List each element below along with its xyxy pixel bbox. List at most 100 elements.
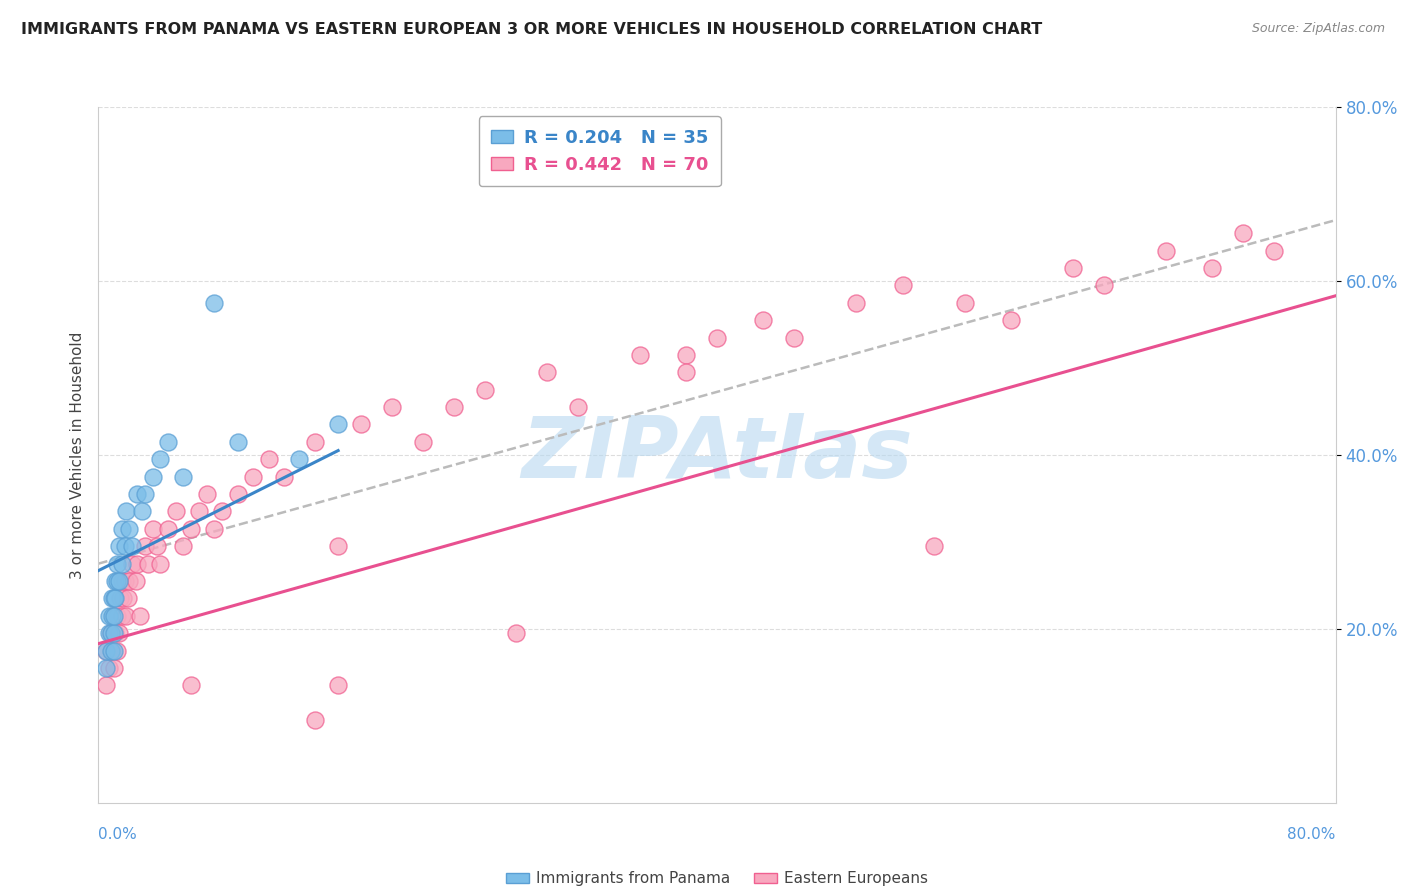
Point	[752, 313, 775, 327]
Point	[675, 365, 697, 379]
Point	[180, 522, 202, 536]
Point	[111, 557, 132, 571]
Y-axis label: 3 or more Vehicles in Household: 3 or more Vehicles in Household	[69, 331, 84, 579]
Point	[188, 504, 211, 518]
Point	[242, 469, 264, 483]
Point	[157, 522, 180, 536]
Point	[628, 348, 651, 362]
Point	[922, 539, 945, 553]
Point	[104, 574, 127, 588]
Point	[304, 713, 326, 727]
Point	[675, 348, 697, 362]
Point	[195, 487, 218, 501]
Point	[121, 557, 143, 571]
Point	[891, 278, 914, 293]
Point	[536, 365, 558, 379]
Point	[131, 504, 153, 518]
Point	[1201, 260, 1223, 275]
Point	[288, 452, 311, 467]
Text: Source: ZipAtlas.com: Source: ZipAtlas.com	[1251, 22, 1385, 36]
Point	[118, 522, 141, 536]
Point	[1154, 244, 1177, 258]
Point	[412, 434, 434, 449]
Point	[100, 626, 122, 640]
Point	[101, 591, 124, 606]
Point	[273, 469, 295, 483]
Point	[127, 557, 149, 571]
Point	[103, 643, 125, 657]
Point	[111, 608, 132, 623]
Legend: Immigrants from Panama, Eastern Europeans: Immigrants from Panama, Eastern European…	[499, 865, 935, 892]
Point	[381, 400, 404, 414]
Point	[100, 643, 122, 657]
Point	[98, 661, 121, 675]
Point	[350, 417, 373, 432]
Point	[98, 626, 121, 640]
Point	[96, 643, 118, 657]
Point	[1232, 226, 1254, 240]
Point	[121, 539, 143, 553]
Point	[104, 591, 127, 606]
Point	[783, 330, 806, 344]
Point	[165, 504, 187, 518]
Point	[443, 400, 465, 414]
Point	[105, 557, 128, 571]
Point	[149, 452, 172, 467]
Point	[1263, 244, 1285, 258]
Point	[127, 487, 149, 501]
Point	[172, 469, 194, 483]
Point	[157, 434, 180, 449]
Point	[114, 574, 136, 588]
Text: 80.0%: 80.0%	[1288, 827, 1336, 841]
Point	[141, 469, 165, 483]
Point	[111, 522, 132, 536]
Point	[136, 557, 159, 571]
Point	[474, 383, 496, 397]
Point	[257, 452, 280, 467]
Point	[103, 591, 125, 606]
Point	[1062, 260, 1084, 275]
Point	[845, 295, 868, 310]
Point	[105, 574, 128, 588]
Point	[103, 626, 125, 640]
Point	[129, 608, 152, 623]
Point	[108, 591, 131, 606]
Point	[100, 626, 122, 640]
Point	[204, 522, 226, 536]
Text: IMMIGRANTS FROM PANAMA VS EASTERN EUROPEAN 3 OR MORE VEHICLES IN HOUSEHOLD CORRE: IMMIGRANTS FROM PANAMA VS EASTERN EUROPE…	[21, 22, 1042, 37]
Point	[118, 574, 141, 588]
Point	[706, 330, 728, 344]
Point	[567, 400, 589, 414]
Point	[1000, 313, 1022, 327]
Point	[104, 626, 127, 640]
Point	[304, 434, 326, 449]
Point	[115, 504, 138, 518]
Point	[505, 626, 527, 640]
Point	[180, 678, 202, 692]
Point	[111, 574, 132, 588]
Point	[105, 608, 128, 623]
Point	[112, 591, 135, 606]
Point	[134, 539, 156, 553]
Point	[114, 539, 136, 553]
Point	[204, 295, 226, 310]
Point	[172, 539, 194, 553]
Point	[953, 295, 976, 310]
Text: ZIPAtlas: ZIPAtlas	[522, 413, 912, 497]
Point	[226, 434, 249, 449]
Point	[1092, 278, 1115, 293]
Point	[134, 487, 156, 501]
Point	[146, 539, 169, 553]
Point	[226, 487, 249, 501]
Point	[107, 626, 129, 640]
Point	[101, 643, 124, 657]
Point	[149, 557, 172, 571]
Point	[98, 608, 121, 623]
Point	[326, 678, 350, 692]
Text: 0.0%: 0.0%	[98, 827, 138, 841]
Point	[103, 661, 125, 675]
Point	[103, 608, 125, 623]
Point	[117, 591, 139, 606]
Point	[115, 608, 138, 623]
Point	[211, 504, 233, 518]
